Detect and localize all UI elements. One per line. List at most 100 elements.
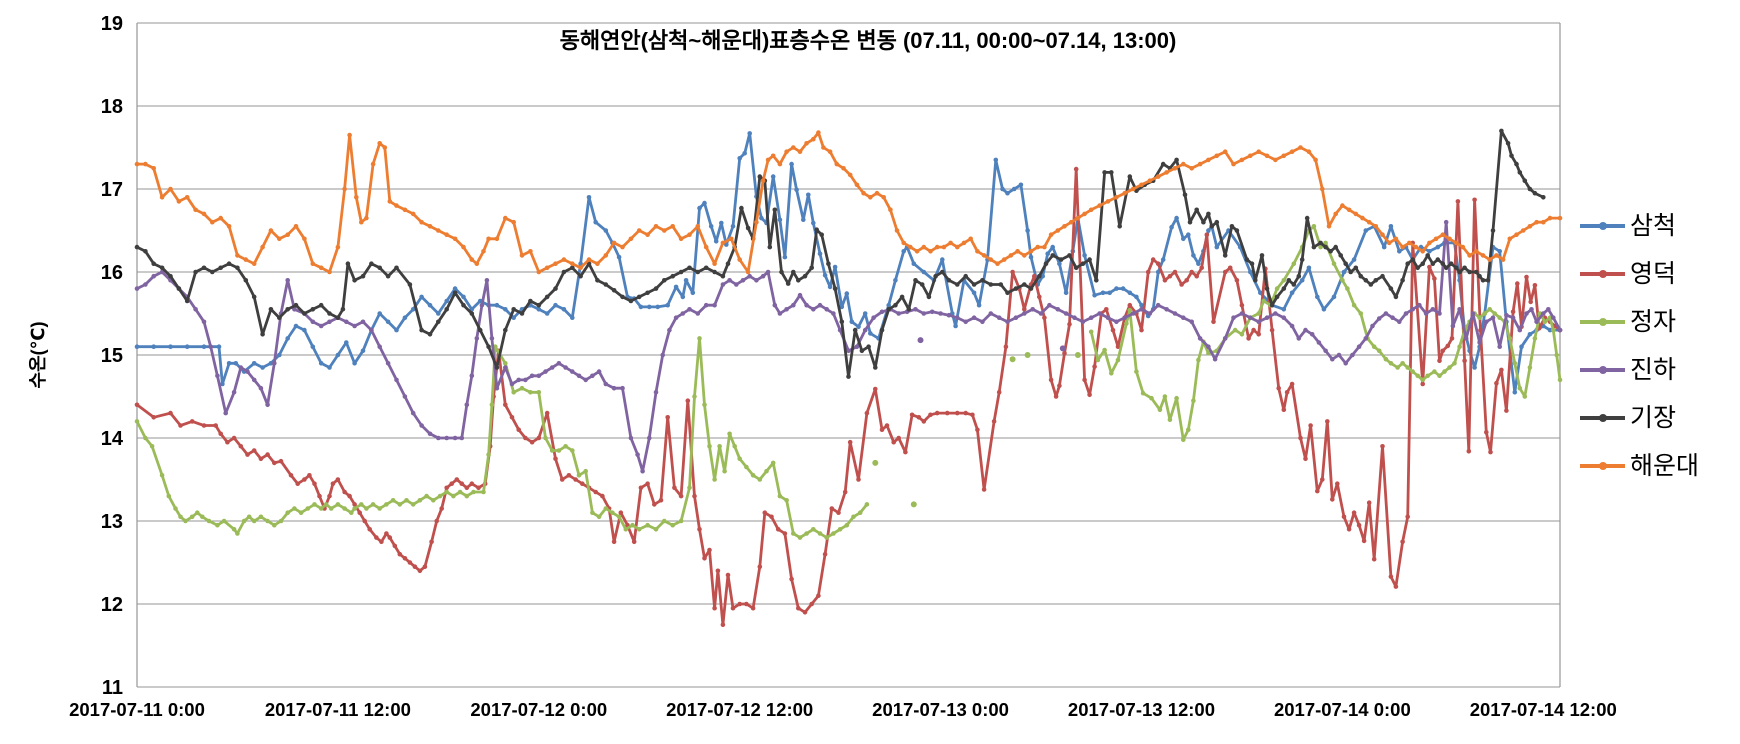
data-point-진하 xyxy=(258,385,264,391)
data-point-진하 xyxy=(988,311,994,316)
data-point-기장 xyxy=(1206,211,1211,217)
data-point-삼척 xyxy=(268,361,274,366)
data-point-영덕 xyxy=(921,419,927,424)
data-point-진하 xyxy=(1546,307,1551,312)
data-point-진하 xyxy=(720,282,726,287)
data-point-삼척 xyxy=(134,344,140,350)
data-point-진하 xyxy=(377,344,383,350)
data-point-해운대 xyxy=(1366,219,1372,225)
data-point-진하 xyxy=(563,365,568,370)
data-point-영덕 xyxy=(434,518,440,524)
data-point-정자 xyxy=(851,514,856,520)
data-point-기장 xyxy=(452,290,458,296)
data-point-삼척 xyxy=(1120,286,1126,291)
data-point-진하 xyxy=(1172,311,1178,316)
data-point-삼척 xyxy=(1281,307,1287,312)
data-point-정자 xyxy=(178,514,183,520)
data-point-정자 xyxy=(323,502,329,507)
data-point-정자 xyxy=(200,514,205,520)
data-point-해운대 xyxy=(1147,178,1153,183)
data-point-진하 xyxy=(1147,311,1153,316)
data-point-영덕 xyxy=(1515,281,1520,286)
legend-label-정자: 정자 xyxy=(1630,307,1677,336)
data-point-영덕 xyxy=(1351,510,1357,515)
data-point-영덕 xyxy=(559,477,565,482)
data-point-진하 xyxy=(1222,336,1228,341)
data-point-삼척 xyxy=(184,344,190,350)
data-point-정자 xyxy=(444,489,450,495)
data-point-정자 xyxy=(424,493,429,499)
data-point-해운대 xyxy=(1447,236,1452,242)
x-tick-label-6: 2017-07-14 0:00 xyxy=(1274,699,1411,720)
data-point-진하 xyxy=(452,435,458,441)
data-point-기장 xyxy=(757,174,763,179)
data-point-해운대 xyxy=(712,261,717,267)
data-point-삼척 xyxy=(220,381,225,387)
data-point-기장 xyxy=(134,244,140,250)
data-point-영덕 xyxy=(645,481,650,487)
legend-item-진하: 진하 xyxy=(1580,355,1676,385)
data-point-정자 xyxy=(251,518,257,524)
data-point-기장 xyxy=(1291,282,1297,287)
data-point-진하 xyxy=(1105,315,1111,321)
data-point-기장 xyxy=(1505,141,1511,146)
data-point-영덕 xyxy=(1455,199,1461,204)
data-point-삼척 xyxy=(1040,273,1045,279)
data-point-정자 xyxy=(707,444,712,449)
data-point-영덕 xyxy=(1494,380,1499,386)
data-point-해운대 xyxy=(370,161,376,167)
data-point-기장 xyxy=(1430,261,1436,267)
data-point-진하 xyxy=(611,385,617,391)
data-point-해운대 xyxy=(720,240,726,246)
data-point-삼척 xyxy=(737,156,742,161)
x-tick-label-4: 2017-07-13 0:00 xyxy=(872,699,1009,720)
data-point-삼척 xyxy=(226,361,232,366)
data-point-해운대 xyxy=(1360,215,1365,221)
data-point-정자 xyxy=(777,493,783,499)
data-point-해운대 xyxy=(695,224,701,229)
data-point-삼척 xyxy=(1186,232,1191,237)
data-point-진하 xyxy=(687,307,692,312)
data-point-삼척 xyxy=(1497,249,1502,254)
data-point-삼척 xyxy=(844,291,850,296)
data-point-기장 xyxy=(143,249,148,254)
chart-title: 동해연안(삼척~해운대)표층수온 변동 (07.11, 00:00~07.14,… xyxy=(560,28,1177,53)
y-tick-label-13: 13 xyxy=(101,511,123,533)
data-point-삼척 xyxy=(742,151,747,156)
y-axis-title: 수온(℃) xyxy=(28,322,48,389)
data-point-영덕 xyxy=(1110,327,1116,333)
data-point-영덕 xyxy=(955,410,960,416)
data-point-정자 xyxy=(206,518,212,524)
isolated-data-point-정자 xyxy=(872,459,879,466)
data-point-삼척 xyxy=(511,315,516,321)
data-point-삼척 xyxy=(1299,278,1305,283)
data-point-영덕 xyxy=(1484,429,1489,435)
data-point-영덕 xyxy=(896,435,901,441)
data-point-해운대 xyxy=(444,232,450,237)
data-point-기장 xyxy=(779,269,784,275)
data-point-진하 xyxy=(896,311,901,316)
data-point-기장 xyxy=(310,307,316,312)
data-point-진하 xyxy=(1343,361,1348,366)
data-point-삼척 xyxy=(1527,332,1533,337)
data-point-영덕 xyxy=(1269,327,1275,333)
data-point-기장 xyxy=(628,298,634,304)
data-point-기장 xyxy=(796,278,801,283)
data-point-진하 xyxy=(734,282,739,287)
data-point-진하 xyxy=(727,278,732,283)
data-point-영덕 xyxy=(842,489,848,495)
data-point-정자 xyxy=(298,510,304,515)
data-point-정자 xyxy=(732,444,737,449)
data-point-해운대 xyxy=(1313,157,1318,163)
data-point-기장 xyxy=(251,294,257,300)
isolated-data-point-진하 xyxy=(1059,345,1066,352)
data-point-영덕 xyxy=(573,477,578,482)
data-point-영덕 xyxy=(1420,381,1425,387)
data-point-해운대 xyxy=(1453,240,1459,246)
data-point-영덕 xyxy=(1256,332,1261,337)
legend-label-삼척: 삼척 xyxy=(1630,211,1677,240)
data-point-영덕 xyxy=(213,423,218,428)
data-point-영덕 xyxy=(1440,348,1446,354)
data-point-해운대 xyxy=(1373,224,1379,229)
data-point-영덕 xyxy=(678,493,684,499)
